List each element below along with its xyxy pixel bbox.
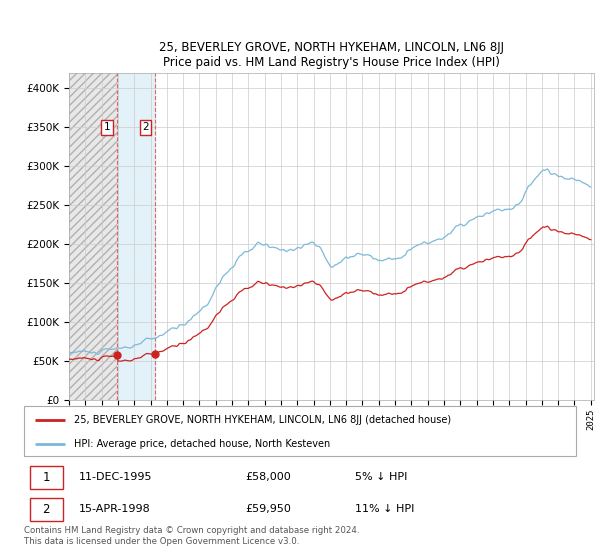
- Text: 1: 1: [43, 471, 50, 484]
- Text: 5% ↓ HPI: 5% ↓ HPI: [355, 472, 407, 482]
- Text: £59,950: £59,950: [245, 505, 290, 515]
- Text: Contains HM Land Registry data © Crown copyright and database right 2024.
This d: Contains HM Land Registry data © Crown c…: [24, 526, 359, 546]
- Title: 25, BEVERLEY GROVE, NORTH HYKEHAM, LINCOLN, LN6 8JJ
Price paid vs. HM Land Regis: 25, BEVERLEY GROVE, NORTH HYKEHAM, LINCO…: [159, 41, 504, 69]
- FancyBboxPatch shape: [24, 406, 576, 456]
- Text: 2: 2: [43, 503, 50, 516]
- Text: HPI: Average price, detached house, North Kesteven: HPI: Average price, detached house, Nort…: [74, 439, 330, 449]
- Bar: [69, 73, 116, 400]
- Bar: [69, 73, 116, 400]
- FancyBboxPatch shape: [29, 498, 62, 521]
- Text: 25, BEVERLEY GROVE, NORTH HYKEHAM, LINCOLN, LN6 8JJ (detached house): 25, BEVERLEY GROVE, NORTH HYKEHAM, LINCO…: [74, 415, 451, 425]
- Text: 2: 2: [142, 123, 149, 132]
- Text: 15-APR-1998: 15-APR-1998: [79, 505, 151, 515]
- Bar: [116, 73, 155, 400]
- FancyBboxPatch shape: [29, 466, 62, 489]
- Text: 11-DEC-1995: 11-DEC-1995: [79, 472, 152, 482]
- Text: 11% ↓ HPI: 11% ↓ HPI: [355, 505, 415, 515]
- Text: 1: 1: [103, 123, 110, 132]
- Text: £58,000: £58,000: [245, 472, 290, 482]
